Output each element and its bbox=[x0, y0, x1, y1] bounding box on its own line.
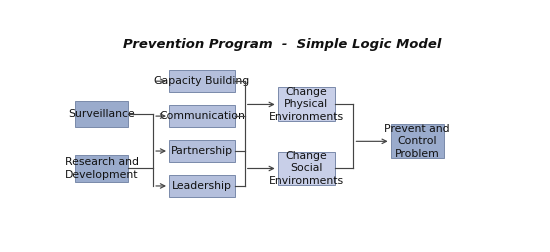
FancyBboxPatch shape bbox=[75, 101, 129, 127]
FancyBboxPatch shape bbox=[169, 140, 235, 162]
FancyBboxPatch shape bbox=[278, 151, 335, 185]
Text: Partnership: Partnership bbox=[171, 146, 233, 156]
Text: Leadership: Leadership bbox=[172, 181, 232, 191]
Text: Capacity Building: Capacity Building bbox=[155, 76, 250, 86]
Text: Communication: Communication bbox=[159, 111, 245, 121]
FancyBboxPatch shape bbox=[75, 155, 129, 182]
FancyBboxPatch shape bbox=[169, 175, 235, 197]
Text: Prevention Program  -  Simple Logic Model: Prevention Program - Simple Logic Model bbox=[123, 38, 441, 51]
Text: Surveillance: Surveillance bbox=[68, 109, 135, 119]
Text: Research and
Development: Research and Development bbox=[65, 157, 139, 180]
Text: Prevent and
Control
Problem: Prevent and Control Problem bbox=[384, 124, 450, 159]
FancyBboxPatch shape bbox=[278, 87, 335, 121]
Text: Change
Physical
Environments: Change Physical Environments bbox=[269, 87, 344, 122]
Text: Change
Social
Environments: Change Social Environments bbox=[269, 151, 344, 186]
FancyBboxPatch shape bbox=[390, 124, 444, 158]
FancyBboxPatch shape bbox=[169, 70, 235, 92]
FancyBboxPatch shape bbox=[169, 105, 235, 127]
